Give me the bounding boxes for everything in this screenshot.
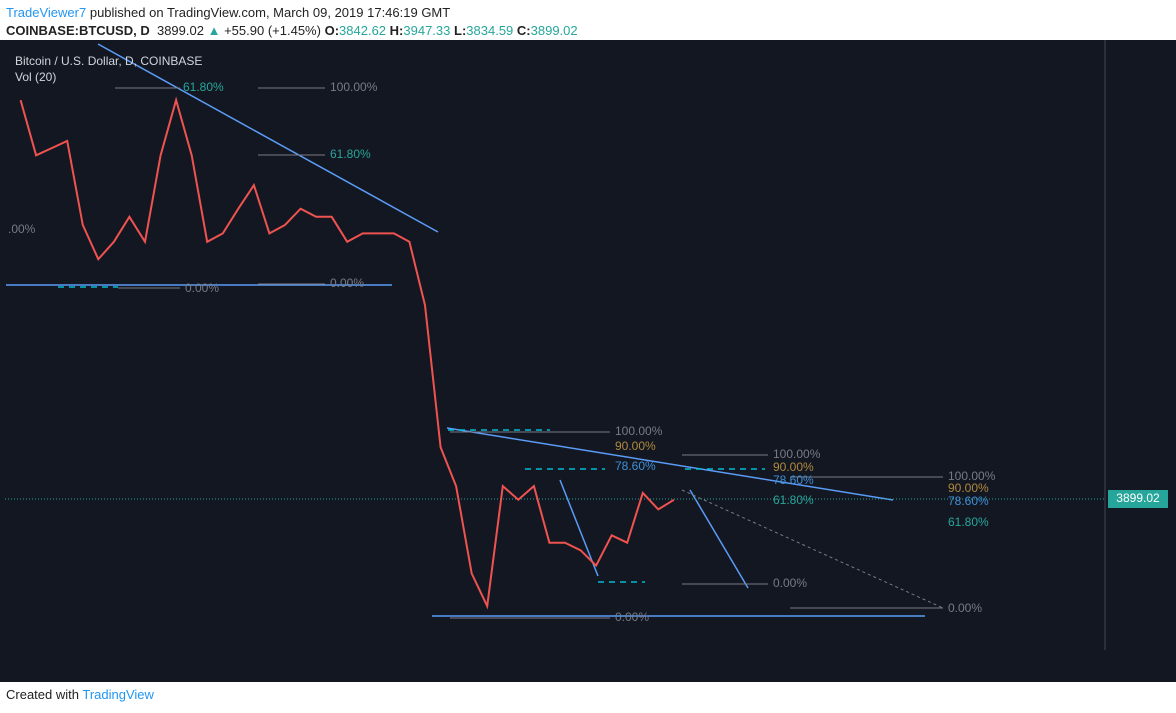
publish-line: TradeViewer7 published on TradingView.co… xyxy=(6,4,578,22)
fib-label: 0.00% xyxy=(330,276,364,290)
ohlc-value: 3899.02 xyxy=(530,23,578,38)
fib-label: 0.00% xyxy=(615,610,649,624)
up-arrow: ▲ xyxy=(207,23,221,38)
fib-label: 0.00% xyxy=(773,576,807,590)
fib-label: 78.60% xyxy=(948,494,989,508)
created: Created with xyxy=(6,687,79,702)
published: published on TradingView.com, March 09, … xyxy=(89,5,451,20)
fib-label: 61.80% xyxy=(948,515,989,529)
fib-label: 90.00% xyxy=(773,460,814,474)
fib-label: 61.80% xyxy=(330,147,371,161)
ticker-line: COINBASE:BTCUSD, D 3899.02 ▲ +55.90 (+1.… xyxy=(6,22,578,40)
fib-label: 100.00% xyxy=(948,469,996,483)
symbol: COINBASE:BTCUSD, D xyxy=(6,23,150,38)
trend-line xyxy=(446,427,894,501)
fib-label: 61.80% xyxy=(773,493,814,507)
drawings xyxy=(5,43,1105,619)
change: +55.90 (+1.45%) xyxy=(224,23,321,38)
brand[interactable]: TradingView xyxy=(82,687,154,702)
price-axis xyxy=(1105,40,1176,650)
fib-label: 100.00% xyxy=(330,80,378,94)
price: 3899.02 xyxy=(156,23,204,38)
ohlc-value: 3947.33 xyxy=(403,23,451,38)
price-line xyxy=(19,96,675,610)
arrow-line xyxy=(689,489,749,589)
trend-line xyxy=(97,43,439,233)
fib-label: 100.00% xyxy=(773,447,821,461)
fib-label: .00% xyxy=(8,222,36,236)
chart-subtitle: Vol (20) xyxy=(15,70,56,84)
last-price-label: 3899.02 xyxy=(1116,491,1160,505)
footer: Created with TradingView xyxy=(6,687,154,702)
header: TradeViewer7 published on TradingView.co… xyxy=(6,4,578,40)
ohlc-label: C: xyxy=(516,23,531,38)
fib-label: 0.00% xyxy=(185,281,219,295)
fib-label: 100.00% xyxy=(615,424,663,438)
chart: 61.80% 100.00% 61.80% 0.00% 0.00% .00% 100.00%… xyxy=(0,40,1176,682)
background xyxy=(0,40,1176,682)
ohlc-value: 3834.59 xyxy=(466,23,514,38)
last-price-box xyxy=(1108,490,1168,508)
ohlc: O:3842.62 H:3947.33 L:3834.59 C:3899.02 xyxy=(325,23,578,38)
fib-label: 90.00% xyxy=(615,439,656,453)
fib-label: 61.80% xyxy=(183,80,224,94)
fib-label: 78.60% xyxy=(615,459,656,473)
ohlc-label: H: xyxy=(389,23,404,38)
fib-label: 0.00% xyxy=(948,601,982,615)
fib-label: 90.00% xyxy=(948,481,989,495)
fib-label: 78.60% xyxy=(773,473,814,487)
ohlc-label: O: xyxy=(324,23,340,38)
user[interactable]: TradeViewer7 xyxy=(6,5,87,20)
ohlc-label: L: xyxy=(454,23,467,38)
chart-title: Bitcoin / U.S. Dollar, D, COINBASE xyxy=(15,54,202,68)
ohlc-value: 3842.62 xyxy=(339,23,387,38)
